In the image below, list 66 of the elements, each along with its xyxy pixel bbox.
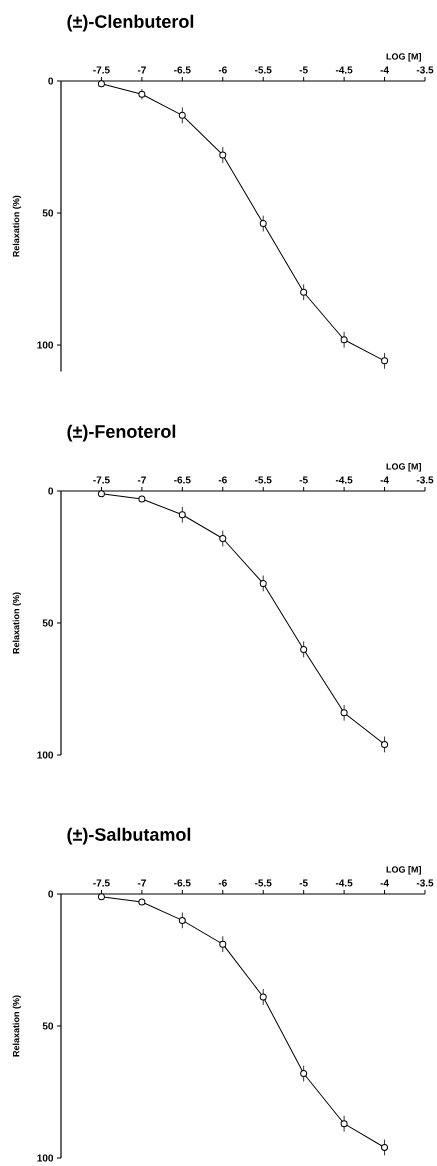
x-tick-label: -6 <box>218 879 227 887</box>
x-tick-label: -7.5 <box>93 66 110 74</box>
point <box>340 709 348 717</box>
point <box>97 893 105 901</box>
x-tick-label: -3.5 <box>416 879 434 887</box>
x-tick-label: -5 <box>299 476 308 484</box>
x-tick-label: -7 <box>137 879 146 887</box>
point <box>340 336 348 344</box>
x-tick-label: -7 <box>137 66 146 74</box>
x-tick-label: -6.5 <box>174 879 191 887</box>
x-tick-label: -5.5 <box>255 879 272 887</box>
point <box>259 993 267 1001</box>
y-tick-label: 100 <box>37 341 54 349</box>
x-tick-label: -6.5 <box>174 476 191 484</box>
x-tick-label: -4 <box>380 476 389 484</box>
point <box>219 535 227 543</box>
point <box>178 111 186 119</box>
x-tick-label: -4 <box>380 879 389 887</box>
chart-title: (±)-Clenbuterol <box>67 14 194 32</box>
x-tick-label: -4.5 <box>335 476 353 484</box>
point <box>219 151 227 159</box>
y-tick-label: 50 <box>42 209 54 217</box>
point <box>259 220 267 228</box>
x-axis-title: LOG [M] <box>386 53 421 62</box>
x-tick-label: -7 <box>137 476 146 484</box>
point <box>300 645 308 653</box>
y-tick-label: 0 <box>48 890 54 898</box>
x-tick-label: -5.5 <box>255 476 272 484</box>
point <box>340 1120 348 1128</box>
x-axis-title: LOG [M] <box>386 463 421 472</box>
x-tick-label: -6 <box>218 476 227 484</box>
point <box>381 357 389 365</box>
x-tick-label: -5 <box>299 66 308 74</box>
x-tick-label: -6.5 <box>174 66 191 74</box>
x-tick-label: -6 <box>218 66 227 74</box>
x-tick-label: -3.5 <box>416 476 434 484</box>
x-tick-label: -4 <box>380 66 389 74</box>
point <box>97 80 105 88</box>
x-tick-label: -5.5 <box>255 66 272 74</box>
x-axis-title: LOG [M] <box>386 866 421 875</box>
point <box>300 1070 308 1078</box>
y-tick-label: 50 <box>42 1022 54 1030</box>
y-tick-label: 0 <box>48 77 54 85</box>
point <box>97 490 105 498</box>
chart-title: (±)-Salbutamol <box>67 827 191 845</box>
y-axis-title: Relaxation (%) <box>12 995 22 1057</box>
point <box>381 1143 389 1151</box>
x-tick-label: -7.5 <box>93 476 110 484</box>
y-tick-label: 100 <box>37 751 54 759</box>
x-tick-label: -7.5 <box>93 879 110 887</box>
y-tick-label: 100 <box>37 1154 54 1162</box>
point <box>300 288 308 296</box>
point <box>178 916 186 924</box>
point <box>219 940 227 948</box>
x-tick-label: -5 <box>299 879 308 887</box>
y-tick-label: 50 <box>42 619 54 627</box>
y-axis-title: Relaxation (%) <box>12 592 22 654</box>
y-tick-label: 0 <box>48 487 54 495</box>
point <box>178 511 186 519</box>
y-axis-title: Relaxation (%) <box>12 195 22 257</box>
x-tick-label: -3.5 <box>416 66 434 74</box>
x-tick-label: -4.5 <box>335 879 353 887</box>
point <box>381 740 389 748</box>
chart-title: (±)-Fenoterol <box>67 424 176 442</box>
point <box>259 579 267 587</box>
x-tick-label: -4.5 <box>335 66 353 74</box>
